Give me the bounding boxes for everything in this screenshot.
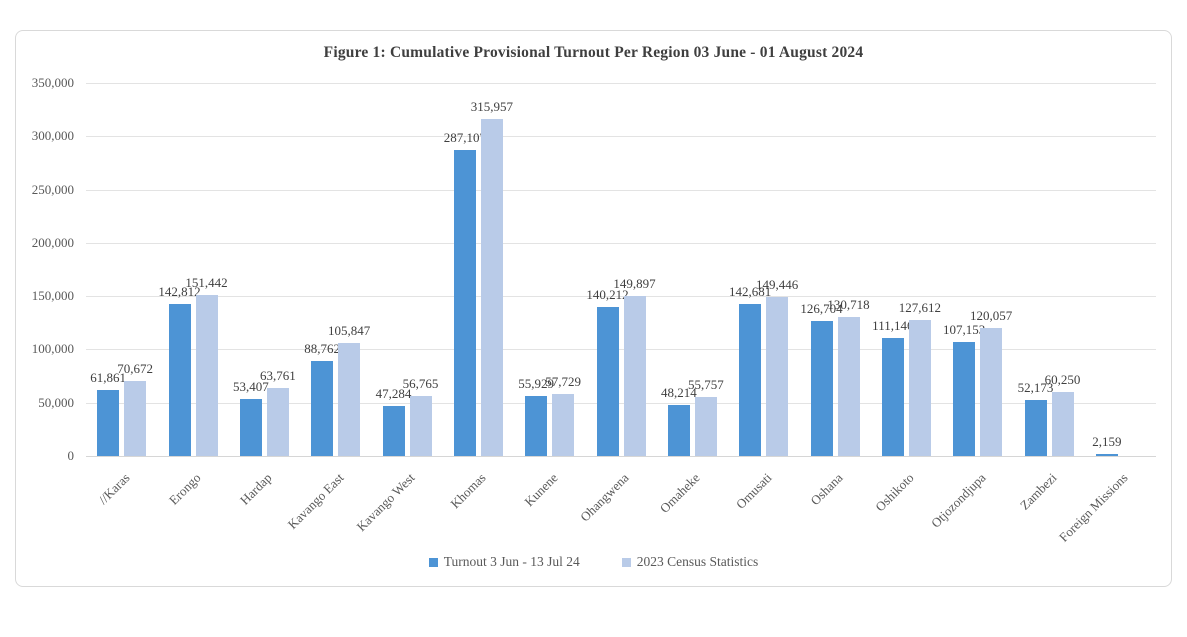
bar-value-label: 55,757 (687, 376, 724, 392)
bar-value-label: 48,214 (660, 384, 697, 400)
bar-census-Hardap (266, 388, 289, 456)
y-axis-tick-label: 200,000 (31, 234, 74, 250)
legend-swatch-turnout-icon (428, 557, 438, 567)
bar-census-Kavango West (409, 395, 432, 456)
bar-value-label: 61,861 (90, 370, 127, 386)
bar-turnout-Kavango West (382, 405, 405, 456)
bar-turnout-Omusati (739, 303, 762, 456)
bar-census-Oshana (837, 316, 860, 456)
y-axis-tick-label: 250,000 (31, 181, 74, 197)
bar-value-label: 60,250 (1044, 371, 1081, 387)
gridline (86, 402, 1156, 404)
bar-census-Kavango East (338, 343, 361, 456)
bar-value-label: 63,761 (259, 368, 296, 384)
y-axis-tick-label: 0 (67, 448, 75, 463)
bar-value-label: 149,446 (756, 276, 799, 292)
legend: Turnout 3 Jun - 13 Jul 24 2023 Census St… (16, 554, 1171, 570)
bar-turnout-//Karas (97, 390, 120, 456)
bar-value-label: 55,929 (518, 376, 555, 392)
bar-value-label: 57,729 (545, 374, 582, 390)
gridline (86, 83, 1156, 84)
legend-label-turnout: Turnout 3 Jun - 13 Jul 24 (443, 554, 580, 569)
bar-value-label: 315,957 (470, 99, 513, 115)
bar-value-label: 53,407 (232, 379, 269, 395)
bar-turnout-Erongo (168, 303, 191, 456)
gridline (86, 189, 1156, 191)
gridline (86, 136, 1156, 138)
bar-value-label: 47,284 (375, 385, 412, 401)
bar-turnout-Oshikoto (881, 337, 904, 456)
bar-census-Otjozondjupa (980, 328, 1003, 456)
bar-value-label: 70,672 (117, 360, 154, 376)
y-axis-tick-label: 150,000 (31, 288, 74, 304)
bar-census-//Karas (124, 380, 147, 456)
bar-value-label: 287,107 (443, 130, 486, 146)
gridline (86, 349, 1156, 351)
bar-value-label: 88,762 (304, 341, 341, 357)
y-axis-tick-label: 100,000 (31, 341, 74, 357)
chart-frame: Figure 1: Cumulative Provisional Turnout… (15, 30, 1172, 587)
gridline (86, 296, 1156, 298)
bar-value-label: 130,718 (827, 296, 870, 312)
bar-census-Omusati (766, 296, 789, 456)
bar-value-label: 142,812 (158, 283, 201, 299)
bar-census-Omaheke (694, 396, 717, 456)
legend-label-census: 2023 Census Statistics (636, 554, 759, 569)
chart-title: Figure 1: Cumulative Provisional Turnout… (323, 44, 864, 61)
bar-value-label: 107,153 (943, 321, 986, 337)
bar-turnout-Ohangwena (596, 306, 619, 456)
bar-census-Oshikoto (908, 320, 931, 456)
bar-value-label: 126,704 (800, 300, 843, 316)
bar-value-label: 151,442 (185, 274, 228, 290)
bar-value-label: 105,847 (328, 323, 371, 339)
bar-turnout-Otjozondjupa (953, 341, 976, 456)
bar-value-label: 52,173 (1017, 380, 1054, 396)
legend-swatch-census-icon (621, 557, 631, 567)
bar-census-Erongo (195, 294, 218, 456)
bar-census-Ohangwena (623, 296, 646, 456)
gridline (86, 242, 1156, 244)
bar-turnout-Kavango East (311, 361, 334, 456)
gridline (86, 456, 1156, 457)
bar-turnout-Hardap (239, 399, 262, 456)
bar-value-label: 120,057 (970, 308, 1013, 324)
bar-census-Kunene (552, 394, 575, 456)
bar-turnout-Kunene (525, 396, 548, 456)
bar-turnout-Khomas (453, 150, 476, 456)
bar-value-label: 149,897 (613, 276, 656, 292)
bar-census-Khomas (480, 119, 503, 456)
legend-item-turnout: Turnout 3 Jun - 13 Jul 24 (428, 554, 580, 570)
bar-census-Zambezi (1051, 391, 1074, 456)
bar-value-label: 140,212 (586, 286, 629, 302)
bar-value-label: 111,146 (872, 317, 914, 333)
legend-item-census: 2023 Census Statistics (621, 554, 759, 570)
bar-value-label: 142,681 (729, 283, 772, 299)
bar-turnout-Zambezi (1024, 400, 1047, 456)
y-axis-tick-label: 50,000 (38, 394, 74, 410)
bar-turnout-Foreign Missions (1095, 453, 1118, 456)
bar-value-label: 127,612 (898, 300, 941, 315)
y-axis-tick-label: 300,000 (31, 128, 74, 144)
bar-turnout-Omaheke (667, 404, 690, 456)
bar-value-label: 2,159 (1092, 433, 1122, 449)
bar-value-label: 56,765 (402, 375, 439, 391)
y-axis-tick-label: 350,000 (31, 75, 74, 90)
bar-turnout-Oshana (810, 320, 833, 456)
